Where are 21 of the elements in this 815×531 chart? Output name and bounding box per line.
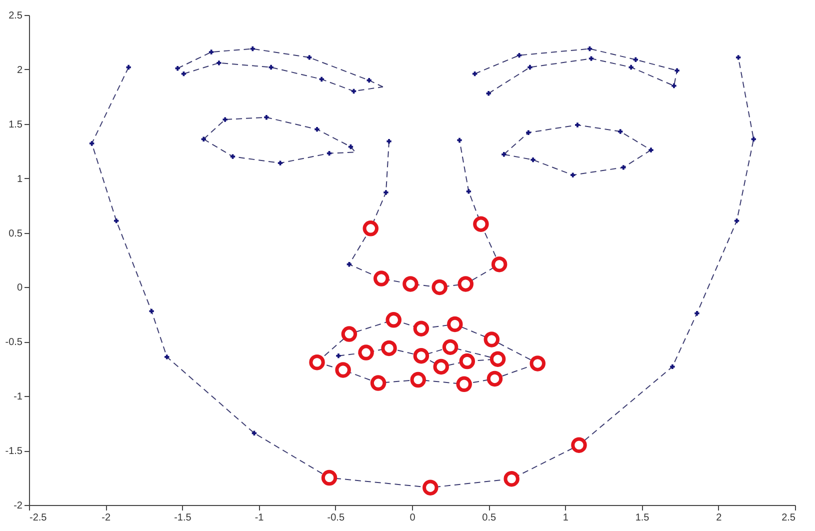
x-tick-label: 0.5 <box>482 512 496 524</box>
y-tick-label: 1 <box>16 174 23 185</box>
y-tick-label: 2 <box>16 64 23 76</box>
x-tick-label: -0.5 <box>327 512 345 524</box>
x-tick-label: 2.5 <box>782 512 796 524</box>
y-tick-label: -0.5 <box>5 337 23 348</box>
x-tick-label: 1 <box>562 512 569 524</box>
y-tick-label: 0.5 <box>8 228 23 240</box>
x-tick-label: 0 <box>410 512 416 524</box>
y-tick-label: 0 <box>16 282 23 294</box>
y-tick-label: 1.5 <box>8 119 23 130</box>
y-tick-label: -1.5 <box>5 446 23 458</box>
y-tick-label: 2.5 <box>8 10 23 22</box>
x-tick-label: -2 <box>102 512 111 524</box>
y-tick-label: -2 <box>14 500 23 512</box>
x-tick-label: 1.5 <box>635 512 650 524</box>
x-tick-label: 2 <box>716 512 722 524</box>
x-tick-label: -1.5 <box>174 512 192 524</box>
x-tick-label: -1 <box>254 512 264 524</box>
x-tick-label: -2.5 <box>30 512 48 524</box>
y-tick-label: -1 <box>14 392 23 403</box>
